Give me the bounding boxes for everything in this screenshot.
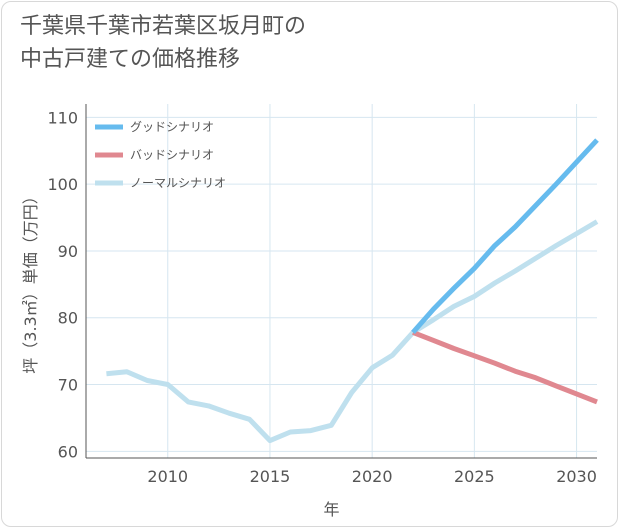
chart-title-line-1: 千葉県千葉市若葉区坂月町の xyxy=(20,14,307,39)
legend-label-good: グッドシナリオ xyxy=(130,120,214,134)
plot-area xyxy=(86,104,597,458)
series-line-normal xyxy=(106,219,599,444)
y-tick-label: 110 xyxy=(47,108,78,127)
x-tick-label: 2030 xyxy=(556,467,597,486)
x-tick-label: 2025 xyxy=(454,467,495,486)
x-axis-label: 年 xyxy=(323,500,339,519)
y-tick-label: 80 xyxy=(58,309,78,328)
y-tick-label: 100 xyxy=(47,175,78,194)
series-line-bad xyxy=(412,330,598,405)
chart-title-line-2: 中古戸建ての価格推移 xyxy=(20,47,241,72)
y-tick-label: 60 xyxy=(58,442,78,461)
x-tick-label: 2010 xyxy=(147,467,188,486)
chart-title: 千葉県千葉市若葉区坂月町の 中古戸建ての価格推移 xyxy=(20,10,580,76)
y-axis-label: 坪（3.3㎡）単価（万円） xyxy=(21,188,40,373)
x-tick-label: 2015 xyxy=(250,467,291,486)
legend-label-normal: ノーマルシナリオ xyxy=(130,176,226,190)
y-tick-label: 90 xyxy=(58,242,78,261)
series-line-good xyxy=(411,138,599,335)
x-tick-label: 2020 xyxy=(352,467,393,486)
y-tick-label: 70 xyxy=(58,376,78,395)
legend-label-bad: バッドシナリオ xyxy=(130,148,214,162)
